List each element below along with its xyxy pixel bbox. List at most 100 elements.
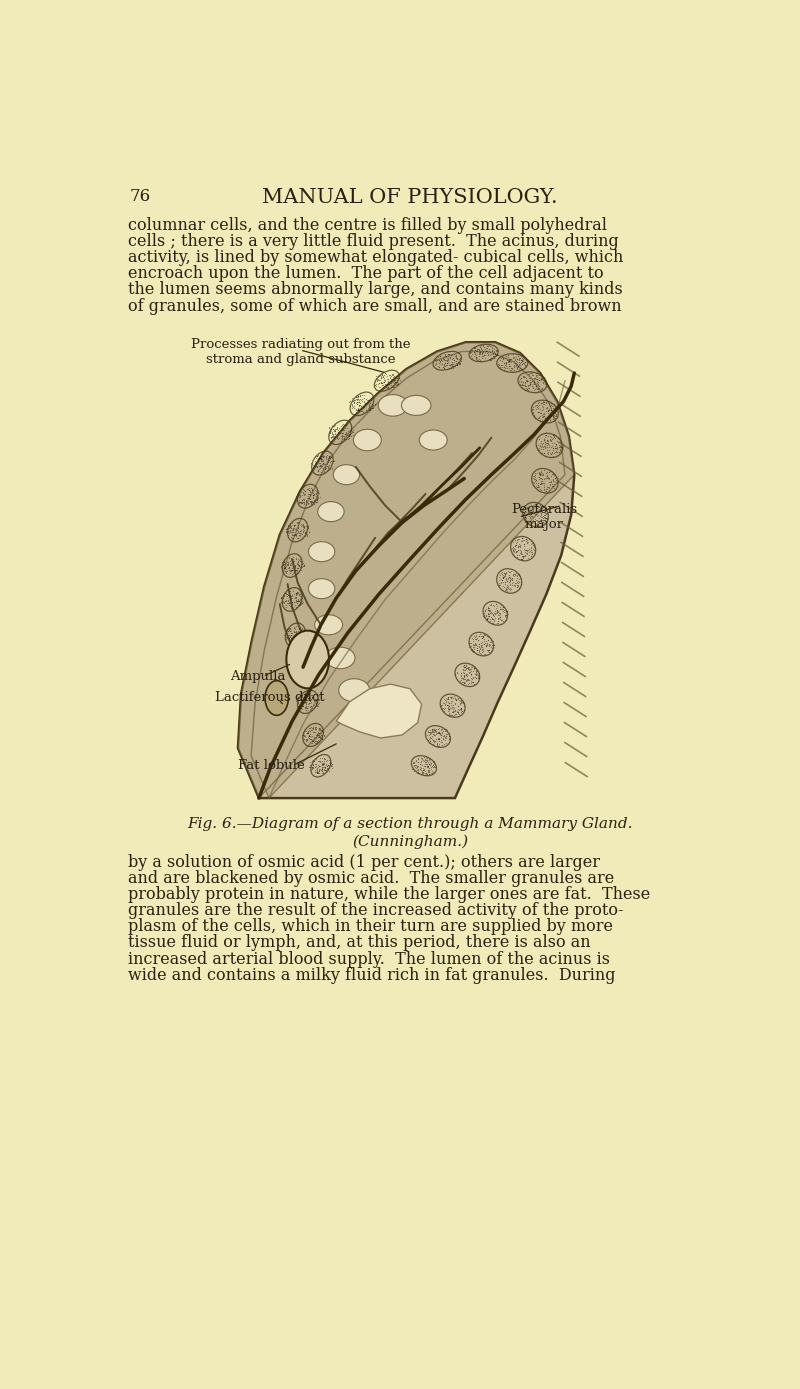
Point [318,453,330,475]
Point [532,379,545,401]
Point [496,347,509,369]
Point [516,374,529,396]
Point [350,399,362,421]
Point [485,603,498,625]
Point [497,565,510,588]
Point [476,636,489,658]
Point [532,438,545,460]
Point [532,397,545,419]
Point [465,632,478,654]
Point [438,689,451,711]
Point [470,639,483,661]
Point [294,650,307,672]
Point [324,446,337,468]
Point [282,524,294,546]
Point [521,531,534,553]
Point [547,404,560,426]
Point [470,346,483,368]
Point [482,599,495,621]
Point [308,696,321,718]
Point [288,558,301,581]
Point [528,539,541,561]
Point [532,439,545,461]
Point [553,440,566,463]
Point [538,435,550,457]
Point [463,632,476,654]
Point [351,393,364,415]
Point [303,756,316,778]
Point [470,661,483,683]
Point [414,758,426,781]
Point [426,718,439,740]
Point [522,374,534,396]
Point [551,467,564,489]
Point [500,356,513,378]
Point [295,622,308,644]
Point [306,754,319,776]
Point [487,593,500,615]
Point [526,542,538,564]
Point [286,625,299,647]
Point [294,690,307,713]
Point [516,349,529,371]
Point [469,664,482,686]
Point [377,367,390,389]
Point [358,390,370,413]
Point [524,499,537,521]
Point [536,511,549,533]
Point [291,656,304,678]
Point [442,703,455,725]
Point [545,399,558,421]
Point [497,596,510,618]
Point [322,450,334,472]
Point [468,339,481,361]
Point [299,693,312,715]
Point [375,364,388,386]
Point [314,486,326,508]
Point [300,722,313,745]
Point [324,426,337,449]
Point [407,751,420,774]
Point [482,639,494,661]
Point [301,660,314,682]
Point [298,660,311,682]
Point [421,756,434,778]
Point [506,536,518,558]
Point [484,608,497,631]
Point [322,449,335,471]
Point [288,632,301,654]
Text: cells ; there is a very little fluid present.  The acinus, during: cells ; there is a very little fluid pre… [128,233,618,250]
Point [414,750,427,772]
Point [386,375,399,397]
Point [350,389,363,411]
Point [375,374,388,396]
Point [313,688,326,710]
Point [326,426,339,449]
Point [320,457,333,479]
Point [309,489,322,511]
Point [351,397,364,419]
Point [473,640,486,663]
Point [298,688,310,710]
Point [306,688,318,710]
Point [538,511,550,533]
Point [484,601,497,624]
Polygon shape [238,342,574,799]
Point [526,399,538,421]
Point [471,642,484,664]
Point [450,344,462,367]
Point [274,556,287,578]
Point [541,403,554,425]
Point [430,724,442,746]
Point [537,464,550,486]
Point [298,728,310,750]
Point [538,508,551,531]
Point [539,501,552,524]
Point [277,553,290,575]
Point [301,525,314,547]
Point [351,390,364,413]
Point [390,371,402,393]
Point [469,632,482,654]
Point [515,376,528,399]
Point [312,726,325,749]
